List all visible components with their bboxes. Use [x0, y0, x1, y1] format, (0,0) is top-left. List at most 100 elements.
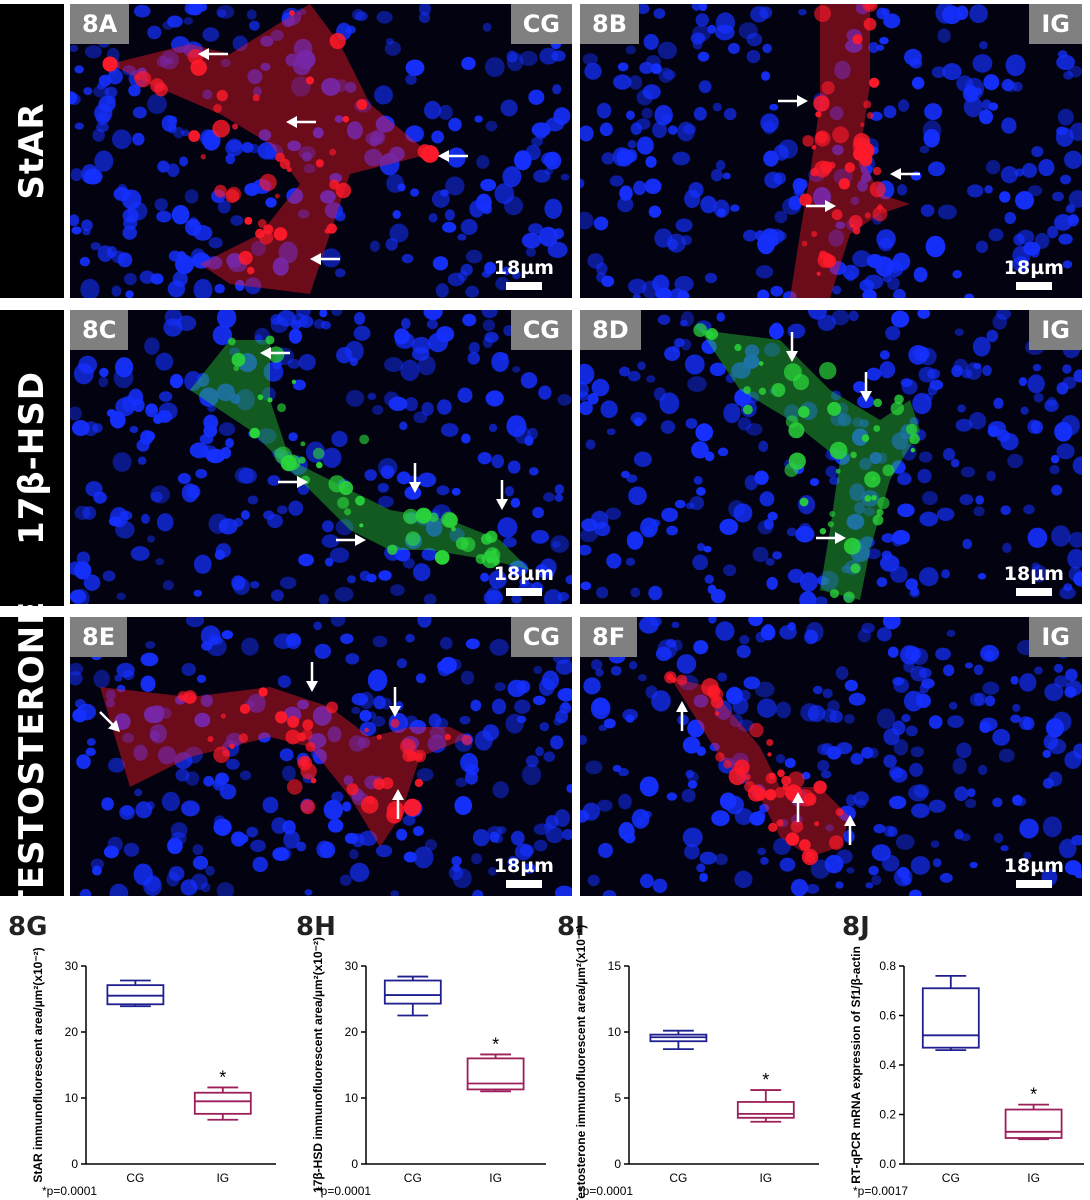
micrograph-8f: 8F IG 18µm	[580, 617, 1082, 896]
micrograph-8c: 8C CG 18µm	[70, 310, 572, 604]
group-badge: CG	[510, 310, 572, 350]
row-label-star: StAR	[0, 4, 64, 298]
group-badge: CG	[510, 4, 572, 44]
group-badge: IG	[1029, 4, 1082, 44]
category-label: IG	[216, 1171, 229, 1185]
scale-bar-line	[505, 282, 542, 290]
micrograph-image	[580, 617, 1082, 896]
scale-bar-line	[505, 588, 542, 596]
boxplot-testosterone: 0 5 10 15 Testosterone immunofluorescent are…	[574, 925, 819, 1200]
y-tick-label: 20	[345, 1025, 359, 1039]
micrograph-8e: 8E CG 18µm	[70, 617, 572, 896]
y-tick-label: 0.0	[879, 1157, 896, 1171]
row-label-testosterone: TESTOSTERONE	[0, 600, 64, 913]
scale-bar-label: 18µm	[493, 563, 554, 585]
scale-bar-line	[1015, 880, 1052, 888]
chart-label-8i: 8I	[557, 912, 585, 942]
panel-id-badge: 8A	[70, 4, 130, 44]
y-tick-label: 0.4	[879, 1058, 896, 1072]
p-value-8h: *p=0.0001	[316, 1184, 372, 1198]
micrograph-image	[70, 617, 572, 896]
panel-id-badge: 8F	[580, 617, 638, 657]
box	[736, 1101, 795, 1119]
boxplot-17b-hsd: 0 10 20 30 17β-HSD immunofluorescent area/µm…	[311, 937, 546, 1193]
row-label-17b-hsd: 17β-HSD	[0, 310, 64, 606]
chart-label-8h: 8H	[296, 912, 336, 942]
box	[921, 987, 980, 1049]
panel-id-badge: 8C	[70, 310, 129, 350]
category-label: CG	[669, 1171, 687, 1185]
scale-bar-label: 18µm	[493, 257, 554, 279]
y-axis-label: Testosterone immunofluorescent area/µm²(…	[574, 925, 588, 1200]
y-axis-label: 17β-HSD immunofluorescent area/µm²(x10⁻²…	[311, 937, 325, 1193]
category-label: IG	[759, 1171, 772, 1185]
box	[193, 1091, 252, 1115]
micrograph-image	[70, 4, 571, 298]
panel-id-badge: 8D	[580, 310, 641, 350]
y-tick-label: 0.6	[879, 1009, 896, 1023]
category-label: CG	[942, 1171, 960, 1185]
row-label-text: TESTOSTERONE	[12, 600, 52, 913]
chart-label-8g: 8G	[8, 912, 48, 942]
scale-bar-label: 18µm	[1003, 855, 1064, 877]
boxplot-sf1-mrna: 0.0 0.2 0.4 0.6 0.8 RT-qPCR mRNA expression o…	[849, 946, 1084, 1185]
scale-bar: 18µm	[1004, 257, 1064, 290]
y-tick-label: 0	[351, 1157, 358, 1171]
y-tick-label: 10	[65, 1091, 79, 1105]
y-axis-label: StAR immunofluorescent area/µm²(x10⁻²)	[31, 947, 45, 1182]
y-axis-label: RT-qPCR mRNA expression of Sf1/β-actin	[849, 946, 863, 1184]
micrograph-image	[580, 310, 1082, 604]
significance-mark: *	[219, 1067, 226, 1087]
box	[1004, 1108, 1063, 1139]
category-label: IG	[1027, 1171, 1040, 1185]
group-badge: CG	[510, 617, 572, 657]
significance-mark: *	[762, 1070, 769, 1090]
y-tick-label: 10	[608, 1025, 622, 1039]
box	[383, 979, 442, 1005]
category-label: CG	[126, 1171, 144, 1185]
scale-bar: 18µm	[494, 257, 554, 290]
y-tick-label: 20	[65, 1025, 79, 1039]
scale-bar: 18µm	[1004, 563, 1064, 596]
y-tick-label: 15	[608, 959, 622, 973]
micrograph-image	[580, 4, 1082, 298]
panel-id-badge: 8B	[580, 4, 639, 44]
micrograph-8b: 8B IG 18µm	[580, 4, 1082, 298]
scale-bar: 18µm	[1004, 855, 1064, 888]
significance-mark: *	[1030, 1085, 1037, 1105]
y-tick-label: 10	[345, 1091, 359, 1105]
scale-bar-line	[505, 880, 542, 888]
y-tick-label: 0	[614, 1157, 621, 1171]
scale-bar-label: 18µm	[1003, 563, 1064, 585]
y-tick-label: 5	[614, 1091, 621, 1105]
boxplot-star: 0 10 20 30 StAR immunofluorescent area/µm²(x…	[31, 947, 276, 1185]
significance-mark: *	[492, 1034, 499, 1054]
scale-bar: 18µm	[494, 563, 554, 596]
scale-bar-label: 18µm	[493, 855, 554, 877]
row-label-text: StAR	[12, 102, 52, 200]
scale-bar: 18µm	[494, 855, 554, 888]
y-tick-label: 0.2	[879, 1108, 896, 1122]
box	[106, 984, 165, 1006]
micrograph-8a: 8A CG 18µm	[70, 4, 572, 298]
group-badge: IG	[1029, 617, 1082, 657]
category-label: IG	[489, 1171, 502, 1185]
p-value-8j: *p=0.0017	[853, 1184, 909, 1198]
micrograph-image	[70, 310, 572, 604]
y-tick-label: 30	[65, 959, 79, 973]
scale-bar-label: 18µm	[1003, 257, 1064, 279]
category-label: CG	[404, 1171, 422, 1185]
micrograph-8d: 8D IG 18µm	[580, 310, 1082, 604]
box	[466, 1057, 525, 1091]
y-tick-label: 0.8	[879, 959, 896, 973]
scale-bar-line	[1015, 282, 1052, 290]
chart-label-8j: 8J	[842, 912, 870, 942]
row-label-text: 17β-HSD	[12, 371, 52, 545]
p-value-8i: *p=0.0001	[578, 1184, 634, 1198]
p-value-8g: *p=0.0001	[42, 1184, 98, 1198]
y-tick-label: 30	[345, 959, 359, 973]
group-badge: IG	[1029, 310, 1082, 350]
y-tick-label: 0	[71, 1157, 78, 1171]
scale-bar-line	[1015, 588, 1052, 596]
panel-id-badge: 8E	[70, 617, 128, 657]
